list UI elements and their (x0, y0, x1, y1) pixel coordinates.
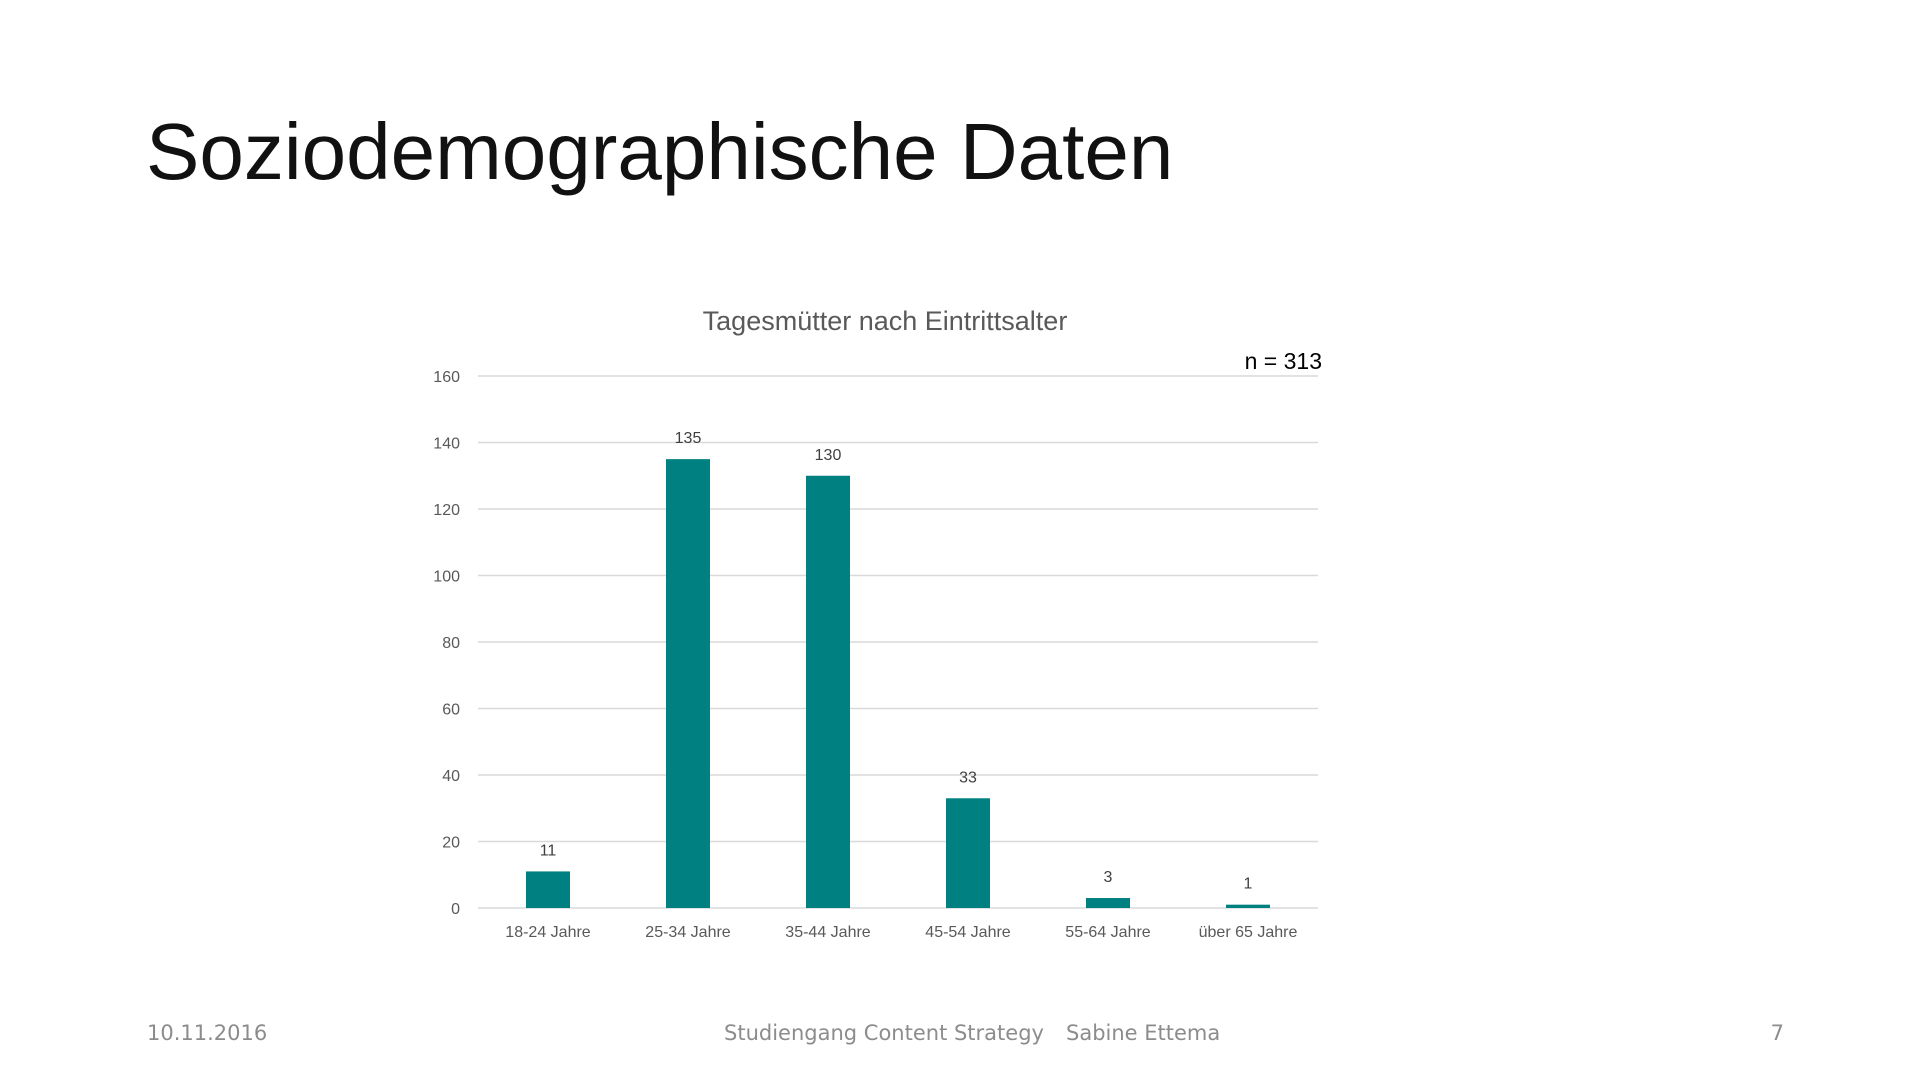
footer-program: Studiengang Content Strategy (724, 1021, 1044, 1045)
bar (666, 459, 710, 908)
y-axis-ticks: 0 20 40 60 80 100 120 140 160 (433, 369, 460, 918)
y-tick-label: 120 (433, 502, 460, 519)
data-label: 135 (675, 430, 702, 447)
x-tick-label: 45-54 Jahre (925, 924, 1010, 941)
y-tick-label: 40 (442, 768, 460, 785)
data-label: 11 (540, 842, 557, 859)
bar (526, 871, 570, 908)
bar (1226, 904, 1270, 908)
data-label: 33 (959, 769, 977, 786)
sample-size-annotation: n = 313 (1245, 348, 1322, 374)
x-tick-label: 35-44 Jahre (785, 924, 870, 941)
bar (806, 475, 850, 908)
footer-date: 10.11.2016 (147, 1021, 268, 1045)
data-label: 130 (815, 447, 842, 464)
x-tick-label: über 65 Jahre (1199, 924, 1298, 941)
x-tick-label: 55-64 Jahre (1065, 924, 1150, 941)
bar (946, 798, 990, 908)
y-tick-label: 160 (433, 369, 460, 386)
y-tick-label: 0 (451, 901, 460, 918)
x-tick-label: 18-24 Jahre (505, 924, 590, 941)
bars (526, 459, 1270, 908)
data-label: 1 (1244, 876, 1253, 893)
data-label: 3 (1104, 869, 1113, 886)
bar (1086, 898, 1130, 908)
y-tick-label: 80 (442, 635, 460, 652)
y-tick-label: 140 (433, 436, 460, 453)
gridlines (478, 375, 1318, 909)
x-axis-ticks: 18-24 Jahre 25-34 Jahre 35-44 Jahre 45-54 J… (505, 924, 1297, 941)
x-tick-label: 25-34 Jahre (645, 924, 730, 941)
footer-author: Sabine Ettema (1066, 1021, 1221, 1045)
y-tick-label: 60 (442, 702, 460, 719)
footer-page-number: 7 (1770, 1021, 1784, 1045)
slide-title: Soziodemographische Daten (146, 107, 1174, 196)
chart-title: Tagesmütter nach Eintrittsalter (703, 306, 1068, 336)
y-tick-label: 20 (442, 835, 460, 852)
y-tick-label: 100 (433, 569, 460, 586)
